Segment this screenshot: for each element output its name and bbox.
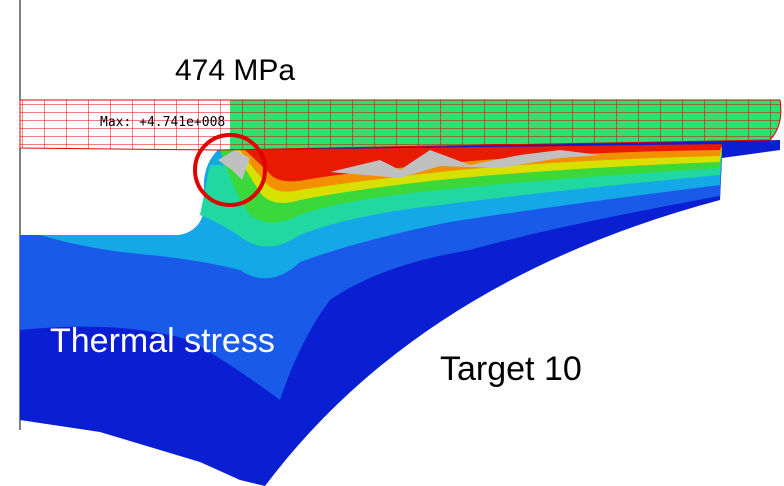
target-label: Target 10	[440, 350, 582, 388]
max-label: Max: +4.741e+008	[100, 115, 225, 130]
load-case-label: Thermal stress	[50, 322, 275, 360]
fea-contour-view: 474 MPa Max: +4.741e+008 Thermal stress …	[0, 0, 784, 486]
peak-annotation: 474 MPa	[175, 54, 295, 87]
